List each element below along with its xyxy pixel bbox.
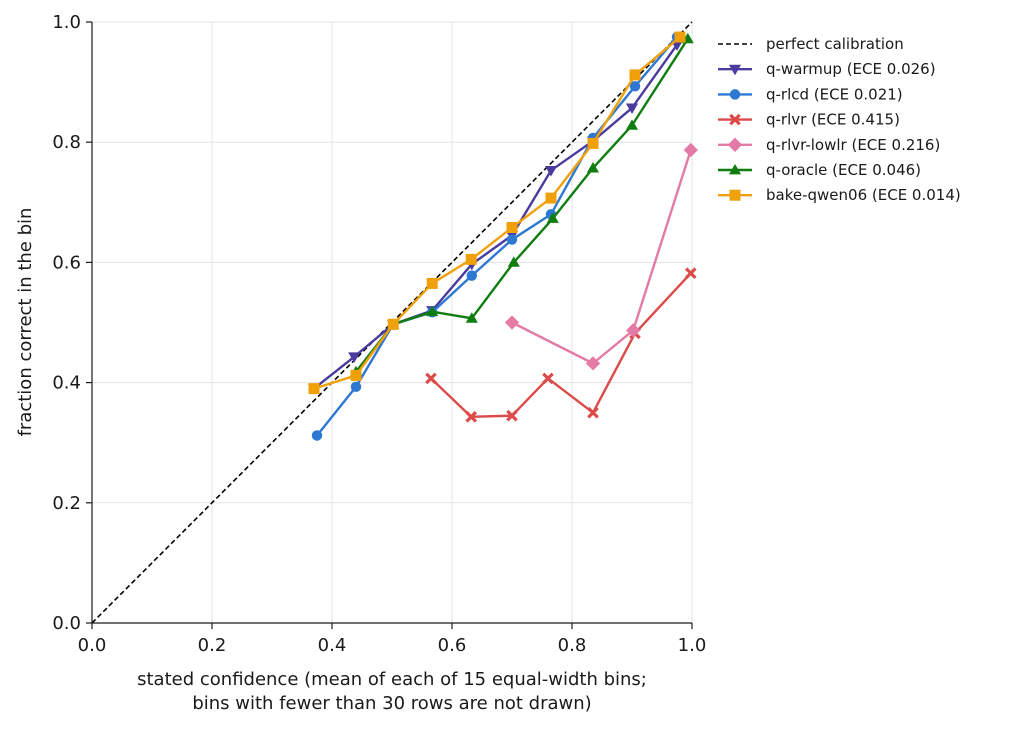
series-2 [425, 267, 697, 423]
x-tick-label: 0.0 [78, 635, 107, 656]
data-point [426, 305, 439, 317]
data-point [466, 270, 478, 281]
legend: perfect calibration q-warmup (ECE 0.026) q… [718, 35, 961, 204]
series-1 [311, 31, 683, 441]
x-tick-label: 0.6 [438, 635, 467, 656]
legend-item: bake-qwen06 (ECE 0.014) [718, 186, 961, 204]
legend-swatch-marker [729, 189, 741, 201]
x-tick-label: 1.0 [678, 635, 707, 656]
x-tick-label: 0.2 [198, 635, 227, 656]
legend-swatch-marker [729, 113, 741, 126]
series-line [316, 36, 678, 437]
series-group [307, 31, 698, 441]
data-point [542, 372, 554, 385]
data-point [506, 234, 518, 245]
series-0 [307, 40, 684, 395]
data-point [626, 323, 641, 338]
series-line [511, 149, 692, 365]
legend-swatch-marker [727, 137, 743, 152]
data-point [350, 381, 362, 393]
tick-labels: 0.0 0.2 0.4 0.6 0.8 1.0 0.0 0.2 0.4 0.6 0.8 1.0 [52, 12, 706, 656]
legend-label: q-rlvr (ECE 0.415) [766, 111, 900, 129]
legend-item: q-rlvr-lowlr (ECE 0.216) [718, 136, 940, 154]
legend-label: q-oracle (ECE 0.046) [766, 161, 921, 179]
axes [86, 21, 693, 629]
data-point [465, 312, 478, 323]
data-point [348, 352, 361, 363]
data-point [506, 409, 518, 422]
y-tick-label: 0.4 [52, 373, 81, 394]
legend-swatch-marker [728, 64, 742, 76]
data-point [504, 315, 520, 330]
data-point [544, 166, 558, 177]
data-point [585, 356, 601, 371]
legend-item: perfect calibration [718, 35, 904, 53]
data-point [426, 277, 438, 289]
data-point [465, 411, 478, 423]
data-point [350, 369, 362, 381]
data-point [625, 103, 639, 114]
series-line [313, 36, 681, 390]
y-tick-label: 1.0 [52, 12, 81, 33]
y-tick-label: 0.6 [52, 252, 81, 273]
y-tick-label: 0.0 [52, 613, 81, 634]
legend-label: q-warmup (ECE 0.026) [766, 60, 936, 78]
data-point [629, 81, 641, 92]
legend-item: q-rlvr (ECE 0.415) [718, 111, 900, 129]
series-3 [504, 142, 698, 371]
x-tick-label: 0.8 [558, 635, 587, 656]
y-tick-label: 0.8 [52, 132, 81, 153]
data-point [625, 119, 639, 130]
x-axis-label-line-1: stated confidence (mean of each of 15 eq… [137, 669, 647, 690]
legend-item: q-oracle (ECE 0.046) [718, 161, 921, 179]
legend-label: perfect calibration [766, 35, 904, 53]
data-point [674, 31, 686, 43]
data-point [586, 161, 600, 173]
x-tick-label: 0.4 [318, 635, 347, 656]
data-point [587, 137, 599, 149]
legend-swatch-marker [729, 89, 741, 100]
data-point [506, 222, 518, 234]
data-point [387, 318, 399, 330]
legend-item: q-rlcd (ECE 0.021) [718, 85, 903, 103]
y-tick-label: 0.2 [52, 493, 81, 514]
data-point [683, 142, 698, 158]
x-axis-label-line-2: bins with fewer than 30 rows are not dra… [192, 693, 591, 714]
grid [91, 21, 693, 624]
data-point [425, 372, 437, 385]
legend-label: bake-qwen06 (ECE 0.014) [766, 186, 961, 204]
data-point [587, 406, 599, 419]
data-point [546, 212, 559, 223]
legend-label: q-rlvr-lowlr (ECE 0.216) [766, 136, 940, 154]
legend-swatch-marker [728, 163, 742, 175]
data-point [545, 192, 557, 204]
legend-item: q-warmup (ECE 0.026) [718, 60, 936, 78]
data-point [311, 430, 323, 441]
y-axis-label: fraction correct in the bin [15, 208, 36, 437]
data-point [684, 267, 697, 280]
data-point [629, 69, 641, 81]
data-point [507, 256, 520, 267]
series-line [430, 272, 692, 419]
series-line [313, 44, 678, 390]
legend-label: q-rlcd (ECE 0.021) [766, 85, 903, 103]
data-point [308, 383, 320, 395]
series-5 [308, 31, 686, 395]
data-point [465, 253, 477, 265]
